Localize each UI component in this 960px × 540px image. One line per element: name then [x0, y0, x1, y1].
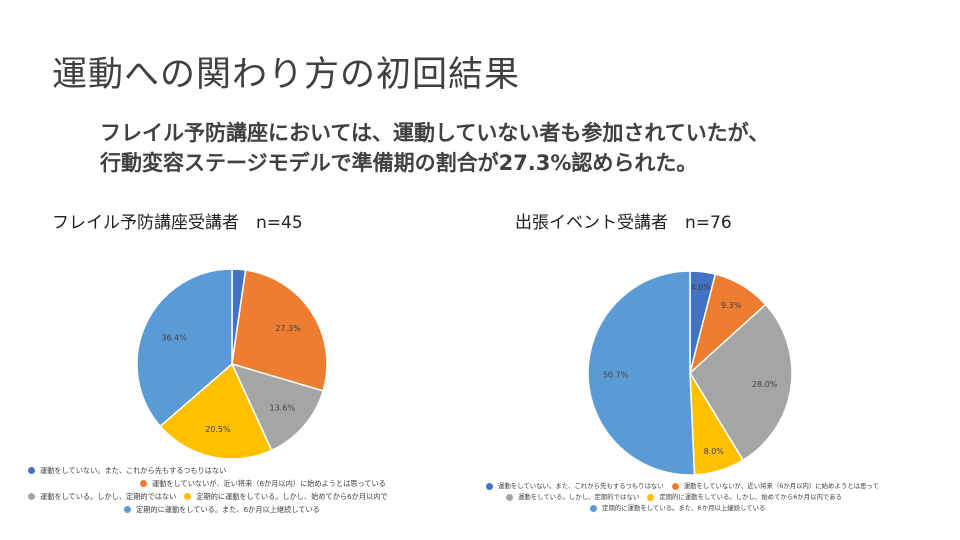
- subtitle-line-1: フレイル予防講座においては、運動していない者も参加されていたが、: [100, 121, 770, 145]
- legend-label: 定期的に運動をしている。また、6か月以上継続している: [602, 504, 766, 512]
- legend-item: 定期的に運動をしている。しかし、始めてから6か月以内で: [184, 490, 388, 503]
- legend-label: 運動をしている。しかし、定期的ではない: [40, 492, 177, 501]
- pie-slice-5: [136, 268, 233, 428]
- data-label-4: 8.0%: [704, 447, 725, 456]
- legend-left: 運動をしていない。また、これから先もするつもりはない 運動をしていないが、近い将…: [28, 464, 458, 516]
- pie-slice-2: [231, 269, 328, 392]
- legend-label: 運動をしていないが、近い将来（6か月以内）に始めようとは思っている: [152, 479, 386, 488]
- data-label-5: 50.7%: [603, 371, 629, 380]
- legend-item: 定期的に運動をしている。また、6か月以上継続している: [590, 503, 765, 514]
- legend-item: 定期的に運動をしている。しかし、始めてから6か月以内である: [647, 492, 842, 503]
- legend-swatch-5: [590, 505, 597, 512]
- chart-title-left: フレイル予防講座受講者 n=45: [52, 213, 303, 233]
- slide-subtitle: フレイル予防講座においては、運動していない者も参加されていたが、 行動変容ステー…: [100, 118, 769, 178]
- legend-label: 運動をしていないが、近い将来（6か月以内）に始めようとは思って: [683, 482, 879, 490]
- data-label-2: 9.3%: [721, 301, 742, 310]
- data-label-4: 20.5%: [205, 425, 231, 434]
- pie-slice-4: [159, 362, 273, 460]
- legend-item: 運動をしている。しかし、定期的ではない: [506, 492, 639, 503]
- legend-item: 運動をしていない。また、これから先もするつもりはない: [486, 481, 664, 492]
- legend-swatch-3: [506, 494, 513, 501]
- legend-item: 定期的に運動をしている。また、6か月以上継続している: [124, 503, 320, 516]
- chart-title-right: 出張イベント受講者 n=76: [515, 213, 732, 233]
- legend-label: 定期的に運動をしている。しかし、始めてから6か月以内である: [659, 493, 842, 501]
- legend-label: 定期的に運動をしている。また、6か月以上継続している: [136, 505, 320, 514]
- pie-slice-3: [230, 362, 325, 452]
- data-label-3: 13.6%: [270, 404, 296, 413]
- data-label-2: 27.3%: [275, 324, 301, 333]
- pie-slice-5: [587, 270, 696, 476]
- legend-swatch-4: [184, 493, 192, 500]
- data-label-1: 4.0%: [691, 283, 712, 292]
- legend-label: 定期的に運動をしている。しかし、始めてから6か月以内で: [196, 492, 388, 501]
- legend-swatch-3: [28, 493, 35, 500]
- legend-item: 運動をしている。しかし、定期的ではない: [28, 490, 176, 503]
- slide-title: 運動への関わり方の初回結果: [52, 55, 521, 95]
- legend-swatch-4: [647, 494, 655, 501]
- legend-item: 運動をしていないが、近い将来（6か月以内）に始めようとは思っている: [140, 477, 386, 490]
- legend-swatch-2: [140, 480, 147, 487]
- legend-swatch-2: [671, 483, 679, 490]
- legend-label: 運動をしている。しかし、定期的ではない: [518, 493, 640, 501]
- legend-swatch-5: [124, 506, 131, 513]
- legend-label: 運動をしていない。また、これから先もするつもりはない: [498, 482, 664, 490]
- legend-item: 運動をしていない。また、これから先もするつもりはない: [28, 464, 226, 477]
- legend-item: 運動をしていないが、近い将来（6か月以内）に始めようとは思って: [671, 481, 879, 492]
- pie-slice-3: [689, 303, 793, 462]
- legend-swatch-1: [486, 483, 493, 490]
- data-label-3: 28.0%: [752, 380, 778, 389]
- data-label-5: 36.4%: [161, 334, 187, 343]
- legend-label: 運動をしていない。また、これから先もするつもりはない: [40, 466, 227, 475]
- legend-swatch-1: [28, 467, 35, 474]
- subtitle-line-2: 行動変容ステージモデルで準備期の割合が27.3%認められた。: [100, 151, 698, 175]
- legend-right: 運動をしていない。また、これから先もするつもりはない 運動をしていないが、近い将…: [486, 481, 946, 514]
